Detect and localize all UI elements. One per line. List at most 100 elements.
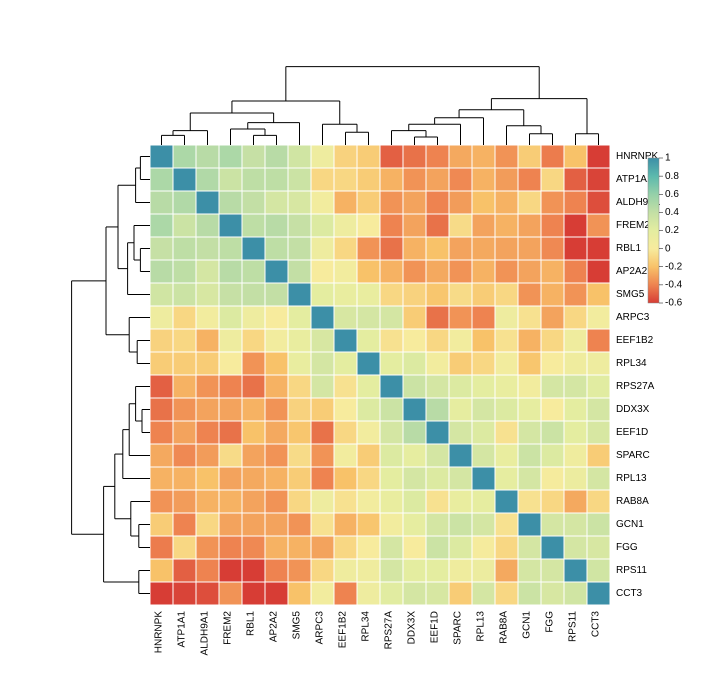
heatmap-cell xyxy=(564,352,587,375)
heatmap-cell xyxy=(311,490,334,513)
col-label: SMG5 xyxy=(292,611,303,640)
heatmap-cell xyxy=(288,352,311,375)
heatmap-cell xyxy=(311,260,334,283)
col-label: CCT3 xyxy=(591,611,602,638)
heatmap-cell xyxy=(426,329,449,352)
heatmap-cell xyxy=(449,237,472,260)
heatmap-cell xyxy=(357,467,380,490)
heatmap-cell xyxy=(449,536,472,559)
heatmap-cell xyxy=(196,582,219,605)
heatmap-cell xyxy=(219,283,242,306)
row-label: EEF1D xyxy=(616,427,648,438)
heatmap-cell xyxy=(541,306,564,329)
heatmap-cell xyxy=(472,145,495,168)
heatmap-cell xyxy=(587,168,610,191)
col-label: RBL1 xyxy=(246,611,257,636)
heatmap-cell xyxy=(495,214,518,237)
heatmap-cell xyxy=(403,444,426,467)
heatmap-cell xyxy=(288,306,311,329)
heatmap-cell xyxy=(265,536,288,559)
heatmap-cell xyxy=(196,283,219,306)
heatmap-cell xyxy=(265,375,288,398)
heatmap-cell xyxy=(357,260,380,283)
heatmap-cell xyxy=(357,559,380,582)
heatmap-cell xyxy=(403,214,426,237)
heatmap-cell xyxy=(426,513,449,536)
heatmap-cell xyxy=(242,352,265,375)
heatmap-cell xyxy=(564,329,587,352)
heatmap-cell xyxy=(449,329,472,352)
heatmap-cell xyxy=(518,513,541,536)
col-label: RPS11 xyxy=(568,611,579,642)
heatmap-cell xyxy=(311,375,334,398)
heatmap-cell xyxy=(495,398,518,421)
heatmap-cell xyxy=(265,260,288,283)
heatmap-cell xyxy=(265,214,288,237)
heatmap-cell xyxy=(265,191,288,214)
heatmap-cell xyxy=(173,168,196,191)
clustered-heatmap: HNRNPKATP1A1ALDH9A1FREM2RBL1AP2A2SMG5ARP… xyxy=(0,0,720,675)
heatmap-cell xyxy=(564,490,587,513)
heatmap-cell xyxy=(564,168,587,191)
heatmap-cell xyxy=(357,329,380,352)
heatmap-cell xyxy=(242,398,265,421)
heatmap-cell xyxy=(265,467,288,490)
heatmap-cell xyxy=(334,513,357,536)
row-label: FGG xyxy=(616,542,638,553)
heatmap-cell xyxy=(150,444,173,467)
heatmap-cell xyxy=(495,145,518,168)
heatmap-cell xyxy=(426,444,449,467)
heatmap-cell xyxy=(311,168,334,191)
row-label: ATP1A1 xyxy=(616,174,653,185)
heatmap-cell xyxy=(403,283,426,306)
heatmap-cell xyxy=(518,375,541,398)
heatmap-cell xyxy=(219,421,242,444)
heatmap-cell xyxy=(518,214,541,237)
heatmap-cell xyxy=(518,237,541,260)
heatmap-cell xyxy=(288,329,311,352)
heatmap-cell xyxy=(265,145,288,168)
heatmap-cell xyxy=(426,582,449,605)
heatmap-cell xyxy=(219,559,242,582)
heatmap-cell xyxy=(403,237,426,260)
heatmap-cell xyxy=(357,444,380,467)
heatmap-cell xyxy=(357,237,380,260)
heatmap-cell xyxy=(288,536,311,559)
heatmap-cell xyxy=(357,352,380,375)
heatmap-cell xyxy=(587,145,610,168)
heatmap-cell xyxy=(541,191,564,214)
heatmap-cell xyxy=(173,375,196,398)
heatmap-cell xyxy=(472,421,495,444)
heatmap-cell xyxy=(311,559,334,582)
col-label: ATP1A1 xyxy=(177,611,188,648)
heatmap-cell xyxy=(495,329,518,352)
heatmap-cell xyxy=(334,214,357,237)
heatmap-cell xyxy=(587,237,610,260)
heatmap-cell xyxy=(541,559,564,582)
heatmap-cell xyxy=(311,536,334,559)
heatmap-cell xyxy=(334,582,357,605)
heatmap-cell xyxy=(380,329,403,352)
heatmap-cell xyxy=(288,490,311,513)
heatmap-cell xyxy=(380,145,403,168)
heatmap-cell xyxy=(173,214,196,237)
heatmap-cell xyxy=(426,260,449,283)
heatmap-cell xyxy=(587,329,610,352)
heatmap-cell xyxy=(564,467,587,490)
heatmap-cell xyxy=(334,398,357,421)
heatmap-cell xyxy=(288,421,311,444)
heatmap-cell xyxy=(334,536,357,559)
heatmap-cell xyxy=(449,582,472,605)
heatmap-cell xyxy=(196,444,219,467)
heatmap-cell xyxy=(564,536,587,559)
heatmap-cell xyxy=(587,375,610,398)
heatmap-cell xyxy=(357,536,380,559)
heatmap-cell xyxy=(380,421,403,444)
heatmap-cell xyxy=(449,375,472,398)
heatmap-cell xyxy=(288,214,311,237)
heatmap-cell xyxy=(403,536,426,559)
colorbar-tick-label: 1 xyxy=(665,153,671,164)
col-label: FREM2 xyxy=(223,611,234,645)
heatmap-cell xyxy=(196,352,219,375)
heatmap-cell xyxy=(518,168,541,191)
